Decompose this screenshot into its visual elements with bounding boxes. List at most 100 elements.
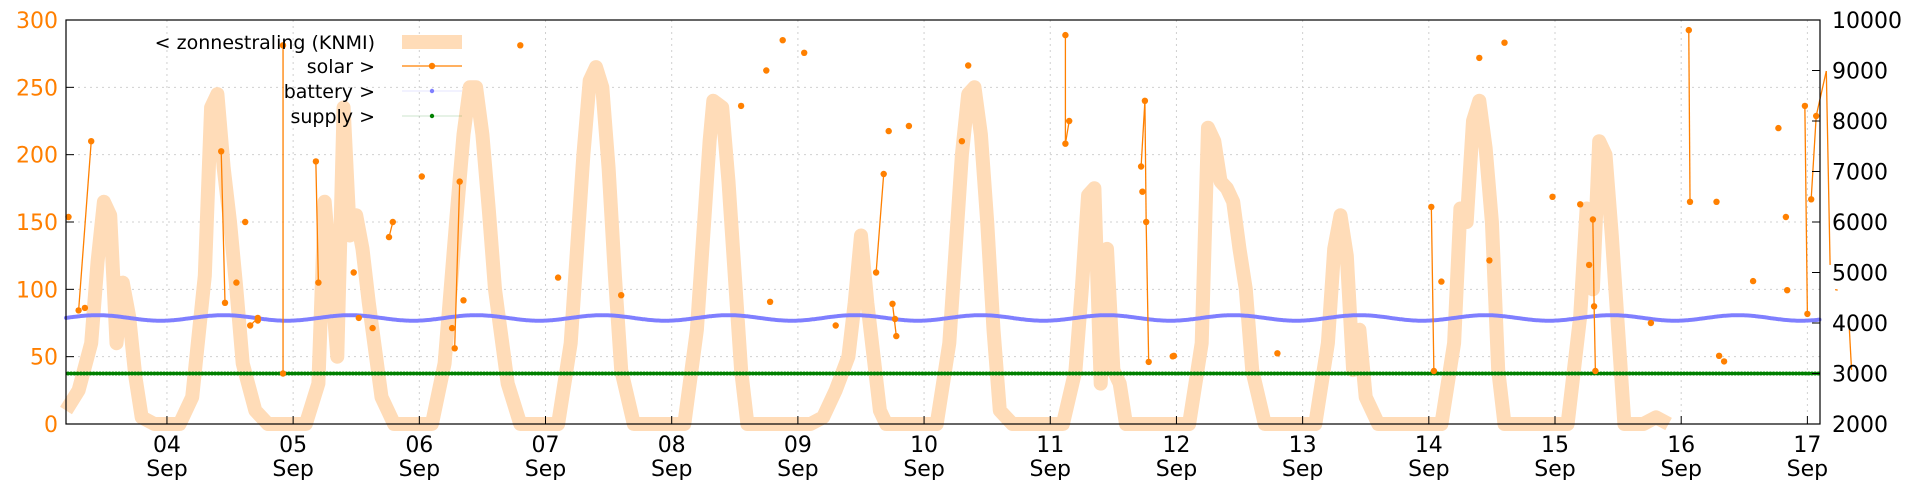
supply-point [1029,371,1034,376]
supply-point [478,371,483,376]
supply-point [638,371,643,376]
supply-point [1346,371,1350,376]
supply-point [1781,371,1786,376]
supply-point [949,371,954,376]
x-tick-day: 04 [153,433,181,458]
supply-point [738,371,742,376]
solar-point [355,314,362,322]
solar-point [766,298,774,305]
solar-point [1549,193,1556,200]
supply-point [709,371,714,376]
supply-point [270,371,275,376]
supply-point [1662,371,1667,376]
supply-point [629,371,634,376]
supply-point [1771,371,1776,376]
supply-point [315,371,320,376]
supply-point [654,371,659,376]
supply-point [731,371,736,376]
supply-point [1784,371,1789,376]
supply-point [1733,371,1738,376]
supply-point [1669,371,1674,376]
supply-point [1291,371,1296,376]
supply-point [1026,371,1030,376]
supply-point [216,371,221,376]
supply-point [430,371,435,376]
x-tick-day: 08 [658,433,686,458]
supply-point [1579,371,1584,376]
solar-point [350,269,357,276]
solar-point [1430,367,1438,375]
supply-point [1013,371,1018,376]
supply-point [389,371,394,376]
supply-point [946,371,950,376]
x-tick-day: 07 [532,433,560,458]
supply-point [1298,371,1302,376]
solar-point [958,138,966,145]
supply-point [1378,371,1382,376]
legend-label-battery: battery > [284,81,375,103]
supply-point [1138,371,1142,376]
supply-point [1285,371,1290,376]
solar-point [385,233,393,241]
solar-point [1476,54,1483,62]
supply-point [648,371,653,376]
x-tick-month: Sep [272,457,313,480]
supply-point [421,371,426,376]
supply-point [734,371,739,376]
supply-point [1374,371,1379,376]
supply-point [1250,371,1254,376]
left-tick-label: 50 [30,346,58,371]
supply-point [146,371,150,376]
supply-point [1634,371,1638,376]
supply-point [408,371,413,376]
supply-point [1099,371,1104,376]
supply-point [1502,371,1507,376]
supply-point [533,371,538,376]
supply-point [488,371,493,376]
solar-point [389,218,396,226]
right-tick-label: 3000 [1832,363,1888,388]
supply-point [1752,371,1757,376]
supply-point [155,371,160,376]
supply-point [398,371,403,376]
supply-point [1557,371,1562,376]
supply-point [1240,371,1245,376]
supply-point [718,371,723,376]
supply-point [395,371,400,376]
solar-point [893,332,900,340]
solar-point [880,170,887,178]
supply-point [834,371,838,376]
x-tick-day: 05 [279,433,307,458]
supply-point [1237,371,1242,376]
supply-point [843,371,848,376]
supply-point [1368,371,1373,376]
supply-point [133,371,138,376]
supply-point [162,371,166,376]
supply-point [229,371,234,376]
supply-point [414,371,419,376]
supply-point [94,371,99,376]
supply-point [1602,371,1606,376]
supply-point [658,371,662,376]
solar-point [1715,352,1723,359]
supply-point [776,371,781,376]
supply-point [1691,371,1696,376]
supply-point [254,371,259,376]
supply-point [1150,371,1155,376]
solar-link [220,151,226,303]
supply-point [1122,371,1126,376]
supply-point [101,371,106,376]
supply-point [325,371,330,376]
supply-point [1528,371,1533,376]
supply-point [1659,371,1664,376]
supply-point [1166,371,1171,376]
supply-point [520,371,525,376]
supply-point [1211,371,1216,376]
solar-point [448,324,456,332]
right-tick-label: 7000 [1832,161,1888,186]
supply-point [850,371,854,376]
left-axis: 0 50 100 150 200 250 300 [16,9,74,438]
solar-point [418,173,425,180]
supply-point [667,371,672,376]
